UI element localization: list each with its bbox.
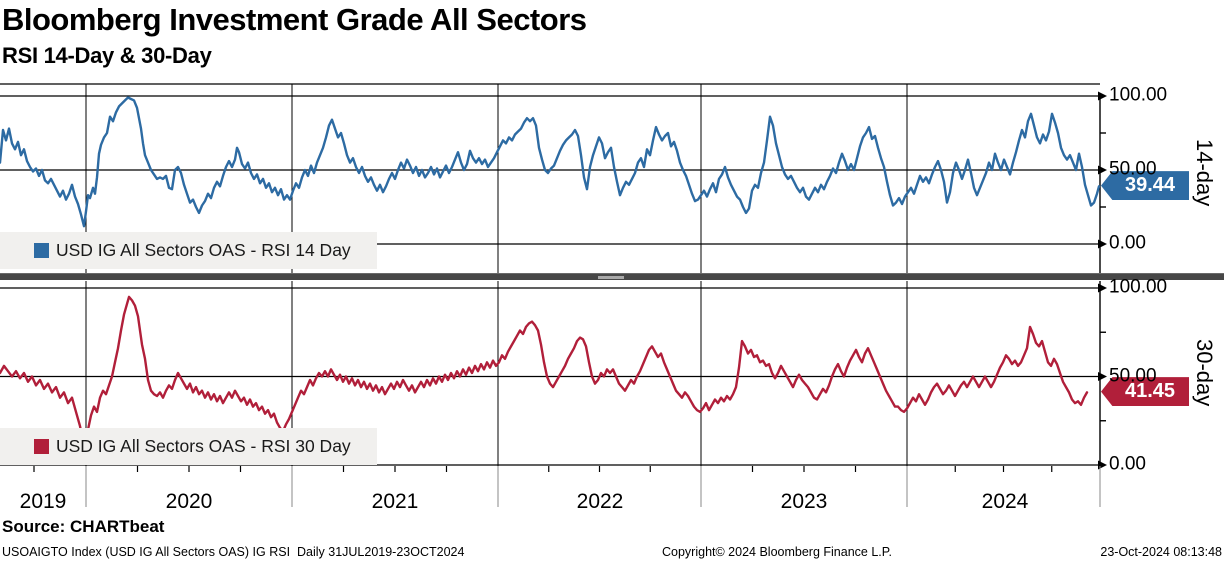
- x-axis-year-label: 2024: [981, 490, 1029, 513]
- resize-grip-icon: [598, 276, 624, 279]
- y-axis-label: 100.00: [1109, 276, 1168, 298]
- legend-swatch-rsi14-icon: [34, 243, 49, 258]
- footer-index-description: USOAIGTO Index (USD IG All Sectors OAS) …: [2, 545, 465, 559]
- x-axis-year-label: 2023: [780, 490, 828, 513]
- footer-copyright: Copyright© 2024 Bloomberg Finance L.P.: [662, 545, 892, 559]
- x-axis-year-label: 2022: [576, 490, 624, 513]
- legend-rsi14-label: USD IG All Sectors OAS - RSI 14 Day: [56, 240, 351, 260]
- series-line-rsi30: [0, 295, 1089, 447]
- x-axis-year-label: 2020: [165, 490, 213, 513]
- pane-label-14day: 14-day: [1192, 139, 1217, 207]
- legend-swatch-rsi30-icon: [34, 439, 49, 454]
- y-axis-label: 0.00: [1109, 453, 1146, 475]
- last-value-badge-rsi14: 39.44: [1101, 171, 1189, 201]
- y-axis-label: 100.00: [1109, 84, 1168, 106]
- last-value-badge-rsi30: 41.45: [1101, 377, 1189, 407]
- panel-resize-handle[interactable]: [0, 273, 1224, 280]
- legend-rsi30[interactable]: USD IG All Sectors OAS - RSI 30 Day: [0, 428, 377, 465]
- y-axis-label: 0.00: [1109, 232, 1146, 254]
- series-line-rsi14: [0, 96, 1101, 228]
- x-axis-year-label: 2021: [371, 490, 419, 513]
- page-title: Bloomberg Investment Grade All Sectors: [2, 2, 587, 37]
- legend-rsi30-label: USD IG All Sectors OAS - RSI 30 Day: [56, 436, 351, 456]
- legend-rsi14[interactable]: USD IG All Sectors OAS - RSI 14 Day: [0, 232, 377, 269]
- page-subtitle: RSI 14-Day & 30-Day: [2, 43, 212, 68]
- y-axis-label: 50.00: [1109, 365, 1157, 387]
- source-caption: Source: CHARTbeat: [2, 517, 165, 536]
- y-axis-label: 50.00: [1109, 158, 1157, 180]
- pane-label-30day: 30-day: [1192, 339, 1217, 407]
- footer-timestamp: 23-Oct-2024 08:13:48: [1100, 545, 1222, 559]
- x-axis-year-label: 2019: [19, 490, 67, 513]
